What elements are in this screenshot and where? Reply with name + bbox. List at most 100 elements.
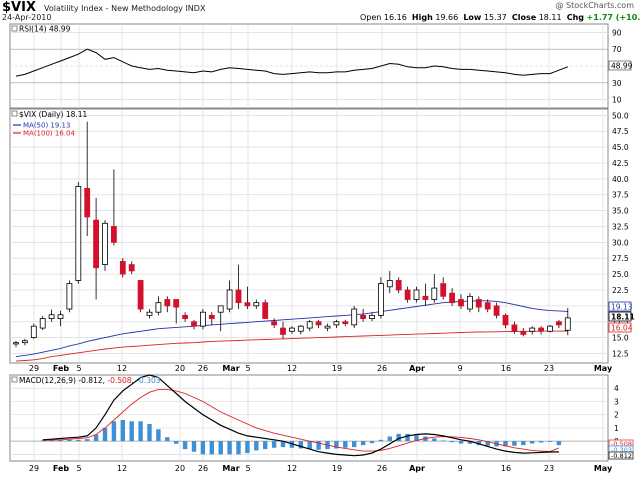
macd-hist-bar-56: [538, 441, 544, 443]
price-tick-1: 47.5: [612, 127, 629, 136]
price-tick-13: 17.5: [612, 318, 629, 327]
x-axis-mid-label-2: 5: [76, 364, 81, 373]
macd-hist-bar-27: [280, 441, 286, 448]
ma50-value-box: [608, 301, 632, 312]
candle-body-22: [208, 314, 215, 319]
candle-59: [538, 326, 544, 335]
macd-panel: 43210-1 MACD(12,26,9) -0.812, -0.508, -0…: [9, 374, 634, 462]
candle-body-15: [146, 311, 153, 316]
rsi-tick-30: 30: [612, 79, 622, 88]
x-axis-bottom-label-2: 5: [76, 464, 81, 473]
candle-21: [199, 309, 206, 330]
price-panel-frame: [9, 108, 609, 364]
x-axis-bottom-label-3: 12: [117, 464, 127, 473]
price-tick-14: 15.0: [612, 334, 629, 343]
candle-body-50: [458, 299, 464, 307]
ma100-legend: MA(100) 16.04: [23, 130, 75, 138]
candle-12: [119, 258, 126, 278]
x-axis-mid-label-6: Mar: [222, 364, 239, 373]
candle-body-58: [529, 327, 536, 332]
x-axis-bottom-label-10: 26: [377, 464, 387, 473]
macd-hist-bar-36: [360, 441, 366, 446]
candle-body-16: [155, 302, 162, 313]
candle-56: [511, 321, 518, 334]
x-axis-mid-label-11: Apr: [409, 364, 425, 373]
quote-summary: Open 16.16 High 19.66 Low 15.37 Close 18…: [360, 13, 640, 22]
macd-hist-bar-11: [138, 421, 143, 442]
candle-body-61: [556, 321, 562, 326]
macd-legend: MACD(12,26,9) -0.812, -0.508, -0.303: [19, 376, 161, 385]
candle-41: [377, 277, 384, 319]
candle-body-37: [342, 321, 349, 325]
candle-body-28: [262, 302, 269, 319]
close-value-label: 18.11: [611, 313, 635, 322]
hist-value-label: -0.303: [611, 446, 632, 454]
macd-legend-icon: [11, 376, 18, 383]
candle-body-18: [173, 299, 180, 308]
candle-body-35: [324, 325, 331, 329]
candle-11: [111, 169, 117, 246]
macd-hist-bar-42: [414, 435, 419, 442]
candle-3: [39, 316, 46, 330]
candle-23: [217, 305, 224, 332]
candle-body-8: [84, 187, 91, 218]
price-tick-2: 45.0: [612, 143, 629, 152]
macd-tick-0: 4: [614, 384, 619, 393]
candle-37: [342, 319, 349, 327]
candle-13: [128, 261, 135, 275]
macd-legend-hist-value: 0.303: [139, 376, 161, 385]
x-axis-bottom-label-1: Feb: [53, 464, 70, 473]
candle-43: [395, 277, 402, 294]
macd-hist-bar-17: [191, 441, 197, 452]
macd-hist-bar-28: [289, 441, 295, 448]
candle-46: [422, 283, 429, 306]
signal-value-text: 0.508: [613, 440, 632, 448]
macd-hist-bar-7: [102, 427, 108, 442]
x-axis-bottom-label-7: 5: [245, 464, 250, 473]
macd-hist-bar-8: [111, 421, 117, 442]
candle-40: [369, 312, 375, 322]
macd-hist-bar-55: [530, 441, 535, 444]
candle-52: [475, 296, 482, 313]
macd-hist-bar-9: [120, 419, 125, 442]
candle-47: [431, 274, 438, 303]
candle-body-56: [511, 324, 518, 332]
price-tick-9: 27.5: [612, 254, 629, 263]
candle-body-21: [199, 311, 206, 327]
candle-29: [271, 318, 278, 329]
candle-body-12: [119, 260, 126, 275]
macd-legend-signal: -: [107, 376, 110, 385]
candle-27: [253, 299, 260, 310]
macd-hist-bar-25: [263, 441, 268, 450]
macd-legend-sep: ,: [103, 376, 108, 385]
open-value: 16.16: [383, 13, 407, 22]
candle-15: [146, 309, 153, 319]
candle-body-6: [66, 283, 73, 310]
chg-value: +1.77 (+10.83%): [586, 13, 640, 22]
macd-hist-bar-48: [467, 441, 473, 444]
x-axis-mid-label-7: 5: [245, 364, 250, 373]
hist-value-text: 0.303: [613, 446, 632, 454]
candle-body-41: [377, 283, 384, 316]
candle-62: [564, 308, 571, 336]
macd-hist-bar-40: [396, 433, 401, 442]
candle-body-32: [297, 325, 304, 332]
candle-body-60: [547, 325, 553, 332]
candle-57: [520, 328, 527, 337]
price-panel: 50.0 47.5 45.0 42.5 40.0 37.5 35.0 32.5 30.0 27.5…: [9, 108, 635, 364]
price-tick-0: 50.0: [612, 111, 629, 120]
macd-hist-bar-21: [227, 441, 232, 455]
ma100-value-label: 16.04: [611, 324, 633, 333]
x-axis-bottom-label-5: 26: [198, 464, 208, 473]
candle-58: [529, 326, 536, 335]
macd-hist-bar-31: [316, 441, 321, 450]
copyright-notice[interactable]: @ StockCharts.com: [555, 1, 634, 10]
x-axis-mid-label-15: May: [594, 364, 613, 373]
macd-legend-sep2: ,: [132, 376, 137, 385]
candle-body-11: [111, 226, 117, 243]
candle-body-39: [360, 314, 367, 319]
rsi-legend-icon: [11, 25, 18, 32]
x-axis-labels-middle: 29 Feb 5 12 20 26 Mar 5 12 19 26 Apr 9 16 23 May: [29, 364, 613, 373]
macd-hist-bar-16: [182, 441, 188, 450]
